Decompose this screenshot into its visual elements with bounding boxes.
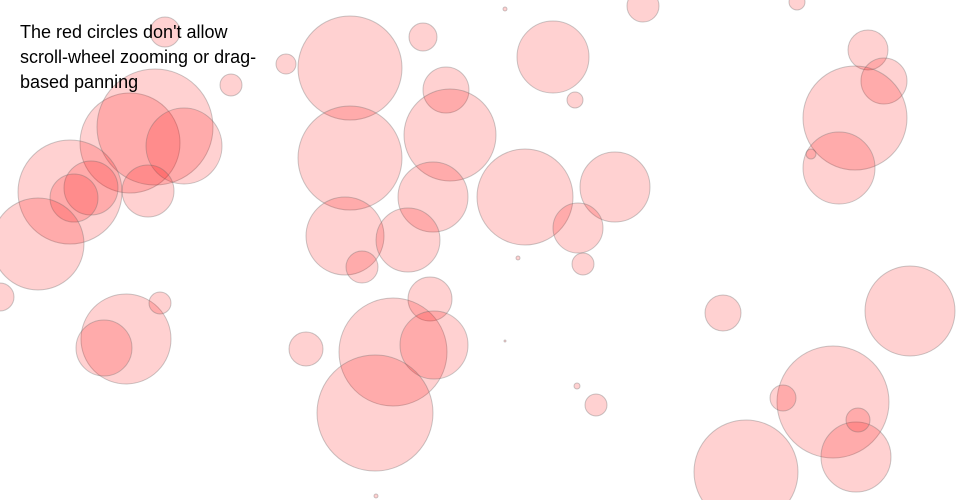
red-circle[interactable] [805, 148, 817, 160]
red-circle[interactable] [845, 407, 871, 433]
red-circle[interactable] [338, 297, 448, 407]
red-circle[interactable] [397, 161, 469, 233]
red-circle[interactable] [847, 29, 889, 71]
red-circle[interactable] [579, 151, 651, 223]
red-circle[interactable] [802, 65, 908, 171]
red-circle[interactable] [145, 107, 223, 185]
red-circle[interactable] [408, 22, 438, 52]
red-circle[interactable] [96, 68, 214, 186]
red-circle[interactable] [149, 16, 181, 48]
red-circle[interactable] [820, 421, 892, 493]
red-circle[interactable] [148, 291, 172, 315]
red-circle[interactable] [626, 0, 660, 23]
red-circle[interactable] [788, 0, 806, 11]
red-circle[interactable] [17, 139, 123, 245]
red-circle[interactable] [422, 66, 470, 114]
red-circle[interactable] [566, 91, 584, 109]
red-circle[interactable] [75, 319, 133, 377]
red-circle[interactable] [0, 282, 15, 312]
red-circle[interactable] [297, 105, 403, 211]
red-circle[interactable] [704, 294, 742, 332]
red-circle[interactable] [776, 345, 890, 459]
red-circle[interactable] [345, 250, 379, 284]
red-circle[interactable] [288, 331, 324, 367]
red-circle[interactable] [121, 164, 175, 218]
red-circle[interactable] [502, 6, 508, 12]
red-circle[interactable] [297, 15, 403, 121]
red-circle[interactable] [80, 293, 172, 385]
red-circle[interactable] [860, 57, 908, 105]
red-circle[interactable] [49, 173, 99, 223]
red-circle[interactable] [573, 382, 581, 390]
red-circle[interactable] [864, 265, 956, 357]
red-circle[interactable] [0, 197, 85, 291]
red-circle[interactable] [571, 252, 595, 276]
red-circle[interactable] [373, 493, 379, 499]
red-circle[interactable] [63, 160, 119, 216]
red-circle[interactable] [515, 255, 521, 261]
caption-text: The red circles don't allow scroll-wheel… [20, 22, 257, 92]
red-circle[interactable] [503, 339, 507, 343]
red-circle[interactable] [79, 92, 181, 194]
red-circle[interactable] [552, 202, 604, 254]
red-circle[interactable] [305, 196, 385, 276]
red-circle[interactable] [584, 393, 608, 417]
red-circle[interactable] [219, 73, 243, 97]
red-circle[interactable] [403, 88, 497, 182]
red-circle[interactable] [769, 384, 797, 412]
red-circle[interactable] [802, 131, 876, 205]
red-circle[interactable] [476, 148, 574, 246]
red-circle[interactable] [375, 207, 441, 273]
red-circle[interactable] [516, 20, 590, 94]
red-circle[interactable] [693, 419, 799, 500]
red-circle[interactable] [275, 53, 297, 75]
red-circle[interactable] [407, 276, 453, 322]
red-circle[interactable] [399, 310, 469, 380]
red-circle[interactable] [316, 354, 434, 472]
